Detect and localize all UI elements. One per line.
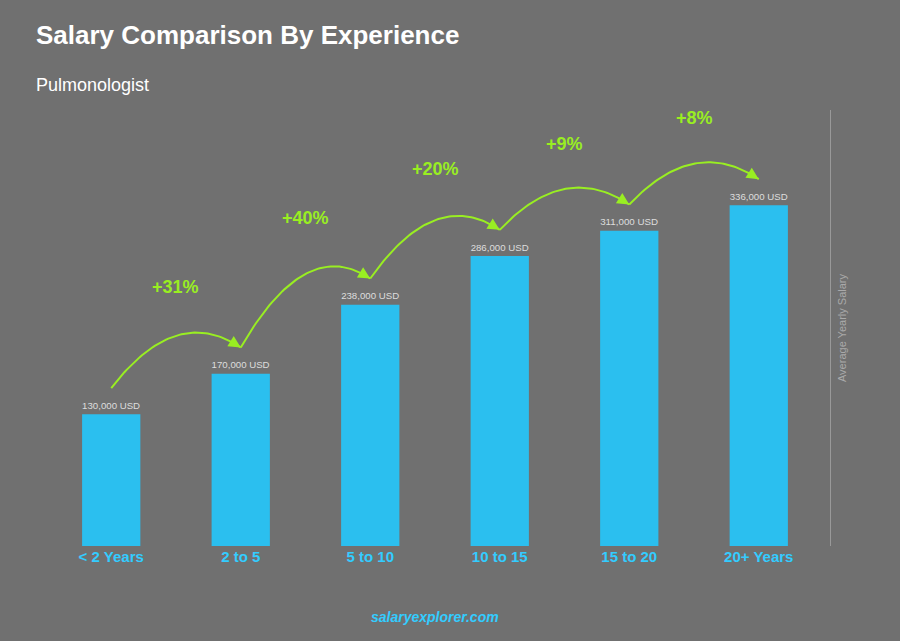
svg-text:salaryexplorer.com: salaryexplorer.com <box>371 609 499 625</box>
svg-text:+31%: +31% <box>152 277 199 297</box>
svg-text:< 2 Years: < 2 Years <box>79 548 144 565</box>
svg-text:130,000 USD: 130,000 USD <box>82 400 140 411</box>
svg-text:Pulmonologist: Pulmonologist <box>36 75 149 95</box>
svg-text:311,000 USD: 311,000 USD <box>600 216 658 227</box>
svg-text:Average Yearly Salary: Average Yearly Salary <box>836 273 848 382</box>
svg-text:10 to 15: 10 to 15 <box>472 548 528 565</box>
svg-text:+40%: +40% <box>282 208 329 228</box>
svg-text:+9%: +9% <box>546 134 583 154</box>
svg-text:336,000 USD: 336,000 USD <box>730 191 788 202</box>
svg-text:+20%: +20% <box>412 159 459 179</box>
svg-text:15 to 20: 15 to 20 <box>601 548 657 565</box>
svg-text:238,000 USD: 238,000 USD <box>341 290 399 301</box>
svg-text:20+ Years: 20+ Years <box>724 548 793 565</box>
svg-text:286,000 USD: 286,000 USD <box>471 242 529 253</box>
svg-text:2 to 5: 2 to 5 <box>221 548 260 565</box>
svg-text:170,000 USD: 170,000 USD <box>212 359 270 370</box>
svg-text:5 to 10: 5 to 10 <box>346 548 394 565</box>
svg-text:+8%: +8% <box>676 108 713 128</box>
svg-text:Salary Comparison By Experienc: Salary Comparison By Experience <box>36 20 459 50</box>
